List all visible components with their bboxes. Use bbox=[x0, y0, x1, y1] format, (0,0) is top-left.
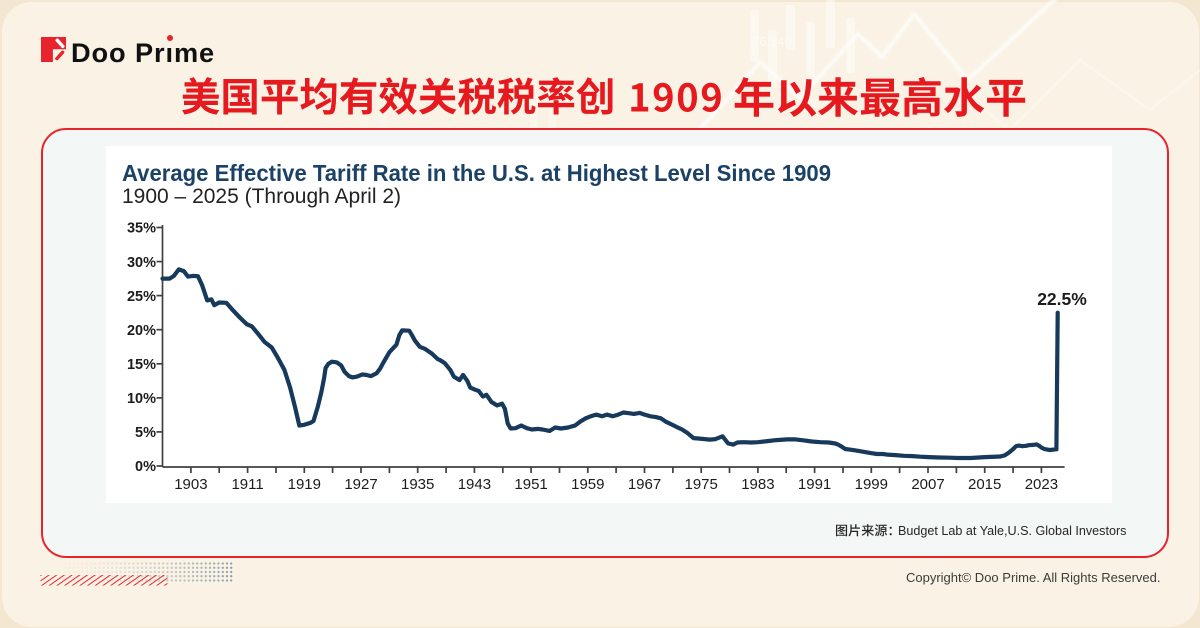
svg-text:1991: 1991 bbox=[798, 476, 831, 493]
svg-text:1927: 1927 bbox=[344, 476, 377, 493]
svg-text:35%: 35% bbox=[127, 221, 156, 237]
svg-text:1935: 1935 bbox=[401, 476, 434, 493]
svg-text:1943: 1943 bbox=[458, 476, 491, 493]
svg-text:1951: 1951 bbox=[514, 476, 547, 493]
svg-text:22.5%: 22.5% bbox=[1037, 289, 1087, 309]
svg-text:1903: 1903 bbox=[174, 476, 207, 493]
svg-text:1999: 1999 bbox=[855, 476, 888, 493]
svg-text:2023: 2023 bbox=[1025, 476, 1058, 493]
svg-text:1900 – 2025 (Through April 2): 1900 – 2025 (Through April 2) bbox=[122, 185, 401, 208]
svg-text:10%: 10% bbox=[127, 391, 156, 407]
svg-text:2015: 2015 bbox=[968, 476, 1001, 493]
svg-text:1967: 1967 bbox=[628, 476, 661, 493]
svg-text:2007: 2007 bbox=[911, 476, 944, 493]
svg-text:20%: 20% bbox=[127, 323, 156, 339]
svg-text:1911: 1911 bbox=[231, 476, 263, 493]
svg-text:1959: 1959 bbox=[571, 476, 604, 493]
svg-text:1919: 1919 bbox=[288, 476, 321, 493]
svg-text:15%: 15% bbox=[127, 357, 156, 373]
svg-text:1975: 1975 bbox=[685, 476, 718, 493]
svg-text:76,140: 76,140 bbox=[752, 34, 792, 49]
svg-text:Average Effective Tariff Rate: Average Effective Tariff Rate in the U.S… bbox=[122, 160, 831, 186]
svg-text:0%: 0% bbox=[135, 459, 156, 475]
svg-text:5%: 5% bbox=[135, 425, 156, 441]
svg-text:1983: 1983 bbox=[741, 476, 774, 493]
svg-text:30%: 30% bbox=[127, 255, 156, 271]
svg-text:25%: 25% bbox=[127, 289, 156, 305]
